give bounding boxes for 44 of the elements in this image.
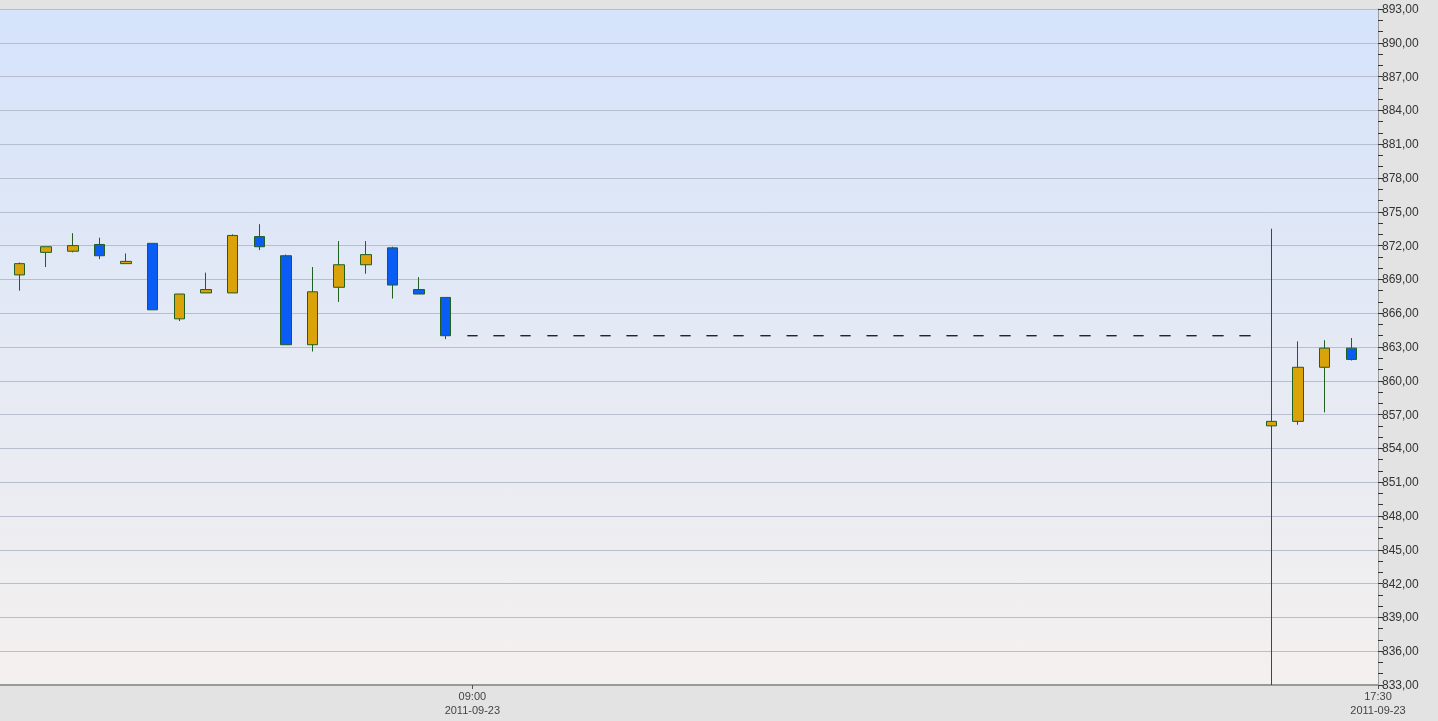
candlestick <box>67 232 79 253</box>
candlestick <box>147 242 158 311</box>
candlestick <box>200 272 212 294</box>
y-tick-label: 845,00 <box>1382 542 1420 557</box>
candlestick <box>307 266 318 353</box>
y-tick-label: 848,00 <box>1382 509 1420 523</box>
candlestick <box>440 296 451 340</box>
y-tick-label: 893,00 <box>1382 2 1420 16</box>
y-tick-label: 863,00 <box>1382 340 1420 354</box>
y-tick-label: 890,00 <box>1382 35 1420 50</box>
candlestick <box>1266 228 1277 686</box>
y-tick-label: 872,00 <box>1382 238 1420 253</box>
candlestick <box>227 233 238 294</box>
y-tick-label: 836,00 <box>1382 644 1420 659</box>
candlestick <box>254 223 265 251</box>
y-tick-label: 884,00 <box>1382 103 1420 118</box>
y-tick-label: 842,00 <box>1382 576 1420 591</box>
candlestick <box>387 246 398 300</box>
y-tick-label: 860,00 <box>1382 373 1420 388</box>
y-tick-label: 881,00 <box>1382 137 1420 152</box>
candlestick <box>413 276 425 295</box>
candlestick <box>174 293 185 322</box>
candlestick <box>14 262 25 292</box>
y-tick-label: 866,00 <box>1382 306 1420 321</box>
candlestick <box>40 246 52 268</box>
candlestick <box>280 254 292 346</box>
y-tick-label: 851,00 <box>1382 475 1420 490</box>
x-tick-label: 09:00 2011-09-23 <box>444 690 501 716</box>
y-tick-label: 887,00 <box>1382 69 1420 84</box>
y-tick-label: 839,00 <box>1382 610 1420 625</box>
candlestick <box>1346 337 1357 362</box>
y-tick-label: 833,00 <box>1382 678 1420 692</box>
candlestick <box>120 252 132 265</box>
y-tick-label: 869,00 <box>1382 272 1420 287</box>
y-tick-label: 854,00 <box>1382 441 1420 456</box>
x-tick-label: 17:30 2011-09-23 <box>1350 690 1406 716</box>
candlestick <box>1292 340 1304 426</box>
candlestick <box>94 237 105 260</box>
candlestick <box>360 240 372 275</box>
y-tick-label: 878,00 <box>1382 171 1420 185</box>
candlestick <box>1319 339 1330 413</box>
y-tick-label: 875,00 <box>1382 204 1420 219</box>
y-tick-label: 857,00 <box>1382 407 1420 422</box>
candlestick <box>333 240 345 303</box>
